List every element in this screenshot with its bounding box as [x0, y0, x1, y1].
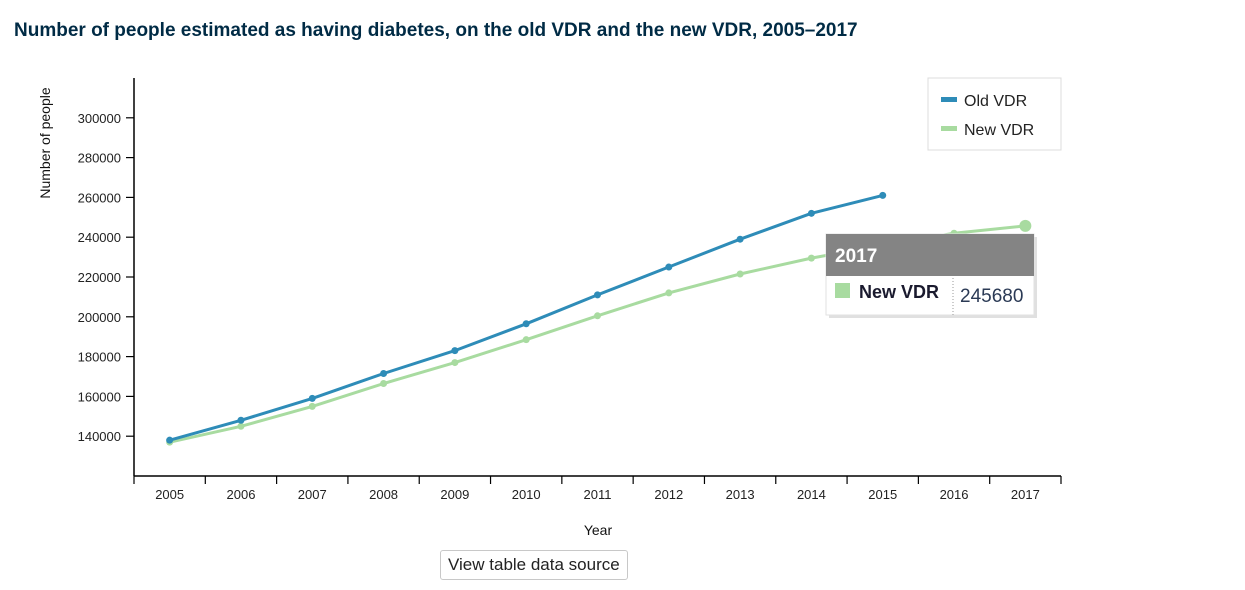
data-point-new-vdr: [665, 289, 673, 297]
chart-title: Number of people estimated as having dia…: [14, 20, 858, 41]
tooltip-series-name: New VDR: [859, 282, 939, 302]
tooltip-value: 245680: [960, 286, 1023, 307]
y-tick-label: 300000: [78, 111, 121, 126]
y-tick-label: 220000: [78, 270, 121, 285]
data-point-new-vdr: [308, 402, 316, 410]
y-ticks: 140000 160000 180000 200000 220000 240000 2600…: [78, 111, 134, 444]
legend-swatch-old-vdr: [941, 97, 957, 102]
data-point-new-vdr: [807, 254, 815, 262]
tooltip-swatch: [835, 283, 850, 298]
data-point-new-vdr: [237, 422, 245, 430]
data-point-new-vdr: [522, 336, 530, 344]
legend-label-old-vdr: Old VDR: [964, 93, 1027, 110]
x-tick-label: 2017: [1011, 487, 1040, 502]
data-point-old-vdr: [166, 436, 174, 444]
tooltip-title: 2017: [835, 246, 877, 267]
x-tick-label: 2010: [512, 487, 541, 502]
x-tick-label: 2006: [227, 487, 256, 502]
x-axis-title: Year: [584, 522, 613, 538]
data-point-old-vdr: [594, 291, 601, 299]
data-point-new-vdr: [1019, 219, 1032, 232]
x-tick-label: 2015: [868, 487, 897, 502]
y-tick-label: 200000: [78, 310, 121, 325]
data-point-old-vdr: [451, 347, 459, 355]
x-tick-label: 2013: [726, 487, 755, 502]
tooltip-header: [826, 234, 1034, 276]
legend-label-new-vdr: New VDR: [964, 122, 1034, 139]
y-tick-label: 160000: [78, 389, 121, 404]
data-point-new-vdr: [736, 270, 744, 278]
data-point-old-vdr: [736, 235, 744, 243]
data-point-old-vdr: [807, 209, 815, 217]
data-point-new-vdr: [594, 312, 601, 320]
data-point-old-vdr: [380, 370, 388, 378]
data-point-old-vdr: [665, 263, 673, 271]
y-tick-label: 180000: [78, 350, 121, 365]
data-point-old-vdr: [879, 191, 887, 199]
y-axis: 140000 160000 180000 200000 220000 240000 2600…: [37, 78, 135, 476]
y-tick-label: 240000: [78, 230, 121, 245]
x-tick-label: 2005: [155, 487, 184, 502]
x-tick-label: 2014: [797, 487, 826, 502]
series-layer: [166, 191, 1032, 446]
tooltip: 2017 New VDR 245680: [825, 233, 1037, 318]
x-ticks: 2005 2006 2007 2008 2009 2010 2011 2012 2013 2014…: [133, 476, 1062, 502]
data-point-old-vdr: [308, 394, 316, 402]
x-tick-label: 2011: [584, 487, 612, 502]
x-tick-label: 2008: [369, 487, 398, 502]
view-table-data-source-button[interactable]: View table data source: [440, 550, 628, 580]
y-tick-label: 260000: [78, 190, 121, 205]
y-tick-label: 140000: [78, 429, 121, 444]
x-tick-label: 2016: [940, 487, 969, 502]
data-point-new-vdr: [451, 359, 459, 367]
data-point-old-vdr: [522, 320, 530, 328]
x-tick-label: 2012: [654, 487, 683, 502]
legend-box: [927, 77, 1062, 151]
y-axis-title: Number of people: [37, 87, 53, 199]
y-tick-label: 280000: [78, 151, 121, 166]
data-point-new-vdr: [380, 379, 388, 387]
legend-swatch-new-vdr: [941, 126, 957, 131]
x-tick-label: 2009: [440, 487, 469, 502]
x-tick-label: 2007: [298, 487, 327, 502]
series-line-old-vdr: [169, 193, 884, 442]
data-point-old-vdr: [237, 416, 245, 424]
x-axis: 2005 2006 2007 2008 2009 2010 2011 2012 2013 2014…: [133, 475, 1062, 538]
legend: Old VDR New VDR: [927, 77, 1062, 151]
